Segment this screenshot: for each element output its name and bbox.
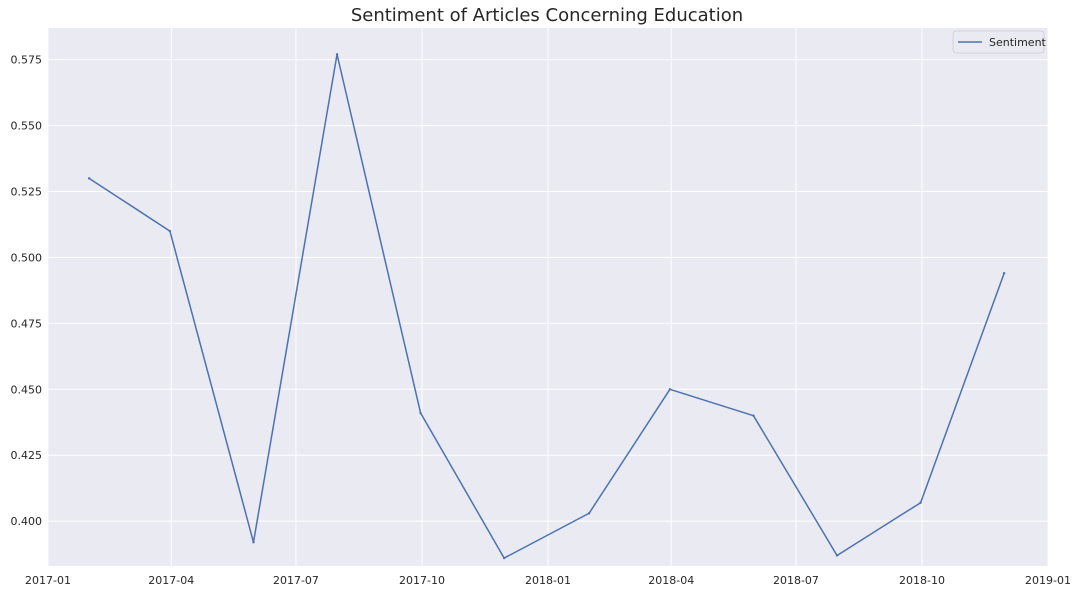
y-tick-label: 0.550 <box>11 120 43 133</box>
y-tick-label: 0.525 <box>11 186 43 199</box>
x-tick-label: 2018-01 <box>525 574 571 587</box>
y-tick-label: 0.425 <box>11 449 43 462</box>
y-tick-label: 0.475 <box>11 317 43 330</box>
data-point <box>419 411 422 415</box>
y-tick-label: 0.500 <box>11 251 43 264</box>
data-point <box>335 53 339 56</box>
data-point <box>87 177 91 180</box>
x-tick-label: 2017-10 <box>399 574 445 587</box>
y-tick-label: 0.400 <box>11 515 43 528</box>
legend-label-sentiment: Sentiment <box>989 36 1047 49</box>
x-tick-label: 2017-01 <box>25 574 71 587</box>
data-point <box>168 229 172 233</box>
y-tick-label: 0.450 <box>11 383 43 396</box>
data-point <box>502 556 506 560</box>
x-tick-label: 2017-04 <box>148 574 194 587</box>
data-point <box>668 388 672 391</box>
x-tick-label: 2018-07 <box>773 574 819 587</box>
data-point <box>1002 272 1006 275</box>
x-tick-label: 2017-07 <box>273 574 319 587</box>
x-tick-label: 2018-04 <box>648 574 694 587</box>
data-point <box>587 512 591 515</box>
data-point <box>252 541 255 544</box>
x-tick-label: 2018-10 <box>899 574 945 587</box>
x-tick-label: 2019-01 <box>1025 574 1071 587</box>
chart-title: Sentiment of Articles Concerning Educati… <box>351 5 743 26</box>
data-point <box>752 414 755 417</box>
data-point <box>919 501 922 504</box>
legend: Sentiment <box>952 30 1047 54</box>
y-tick-label: 0.575 <box>11 54 43 67</box>
legend-box <box>952 30 1045 54</box>
series-line-sentiment <box>88 53 1005 559</box>
data-point <box>835 554 839 557</box>
tick-labels: 0.400 0.425 0.450 0.475 0.500 0.525 0.550 0.575… <box>11 54 1071 587</box>
series-layer <box>87 53 1006 560</box>
